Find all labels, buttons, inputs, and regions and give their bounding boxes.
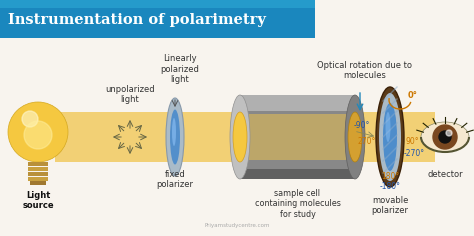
Text: 180°: 180°	[381, 172, 399, 181]
Text: detector: detector	[427, 170, 463, 179]
Ellipse shape	[379, 93, 401, 181]
Text: Light
source: Light source	[22, 191, 54, 211]
Ellipse shape	[348, 112, 362, 162]
Text: 90°: 90°	[406, 136, 419, 146]
Ellipse shape	[421, 122, 469, 152]
FancyBboxPatch shape	[28, 172, 48, 176]
Ellipse shape	[233, 112, 247, 162]
FancyBboxPatch shape	[28, 162, 48, 166]
Ellipse shape	[166, 98, 184, 176]
FancyBboxPatch shape	[0, 0, 315, 8]
Text: Priyamstudycentre.com: Priyamstudycentre.com	[204, 223, 270, 228]
Circle shape	[439, 131, 451, 143]
FancyBboxPatch shape	[55, 112, 435, 162]
FancyBboxPatch shape	[240, 169, 355, 179]
Ellipse shape	[170, 110, 180, 164]
Circle shape	[433, 125, 457, 149]
FancyBboxPatch shape	[240, 114, 355, 160]
Text: -270°: -270°	[404, 148, 425, 157]
Ellipse shape	[383, 103, 397, 171]
Text: 0°: 0°	[408, 92, 418, 101]
FancyBboxPatch shape	[0, 38, 474, 236]
Text: 270°: 270°	[358, 136, 376, 146]
Circle shape	[446, 130, 452, 136]
FancyBboxPatch shape	[30, 181, 46, 185]
Ellipse shape	[385, 112, 391, 142]
FancyBboxPatch shape	[28, 177, 48, 181]
Ellipse shape	[172, 118, 176, 146]
Text: unpolarized
light: unpolarized light	[105, 84, 155, 104]
Circle shape	[22, 111, 38, 127]
FancyBboxPatch shape	[240, 95, 355, 179]
Text: fixed
polarizer: fixed polarizer	[156, 170, 193, 190]
Text: Instrumentation of polarimetry: Instrumentation of polarimetry	[8, 13, 266, 27]
FancyBboxPatch shape	[240, 95, 355, 111]
Text: Linearly
polarized
light: Linearly polarized light	[161, 54, 200, 84]
Text: movable
polarizer: movable polarizer	[372, 196, 409, 215]
Ellipse shape	[376, 87, 404, 187]
Text: sample cell
containing molecules
for study: sample cell containing molecules for stu…	[255, 189, 340, 219]
Text: -180°: -180°	[380, 182, 401, 191]
FancyBboxPatch shape	[0, 0, 315, 38]
Ellipse shape	[345, 95, 365, 179]
Text: Optical rotation due to
molecules: Optical rotation due to molecules	[318, 61, 412, 80]
Text: -90°: -90°	[354, 121, 370, 130]
Ellipse shape	[230, 95, 250, 179]
FancyBboxPatch shape	[28, 167, 48, 171]
Circle shape	[8, 102, 68, 162]
Circle shape	[24, 121, 52, 149]
